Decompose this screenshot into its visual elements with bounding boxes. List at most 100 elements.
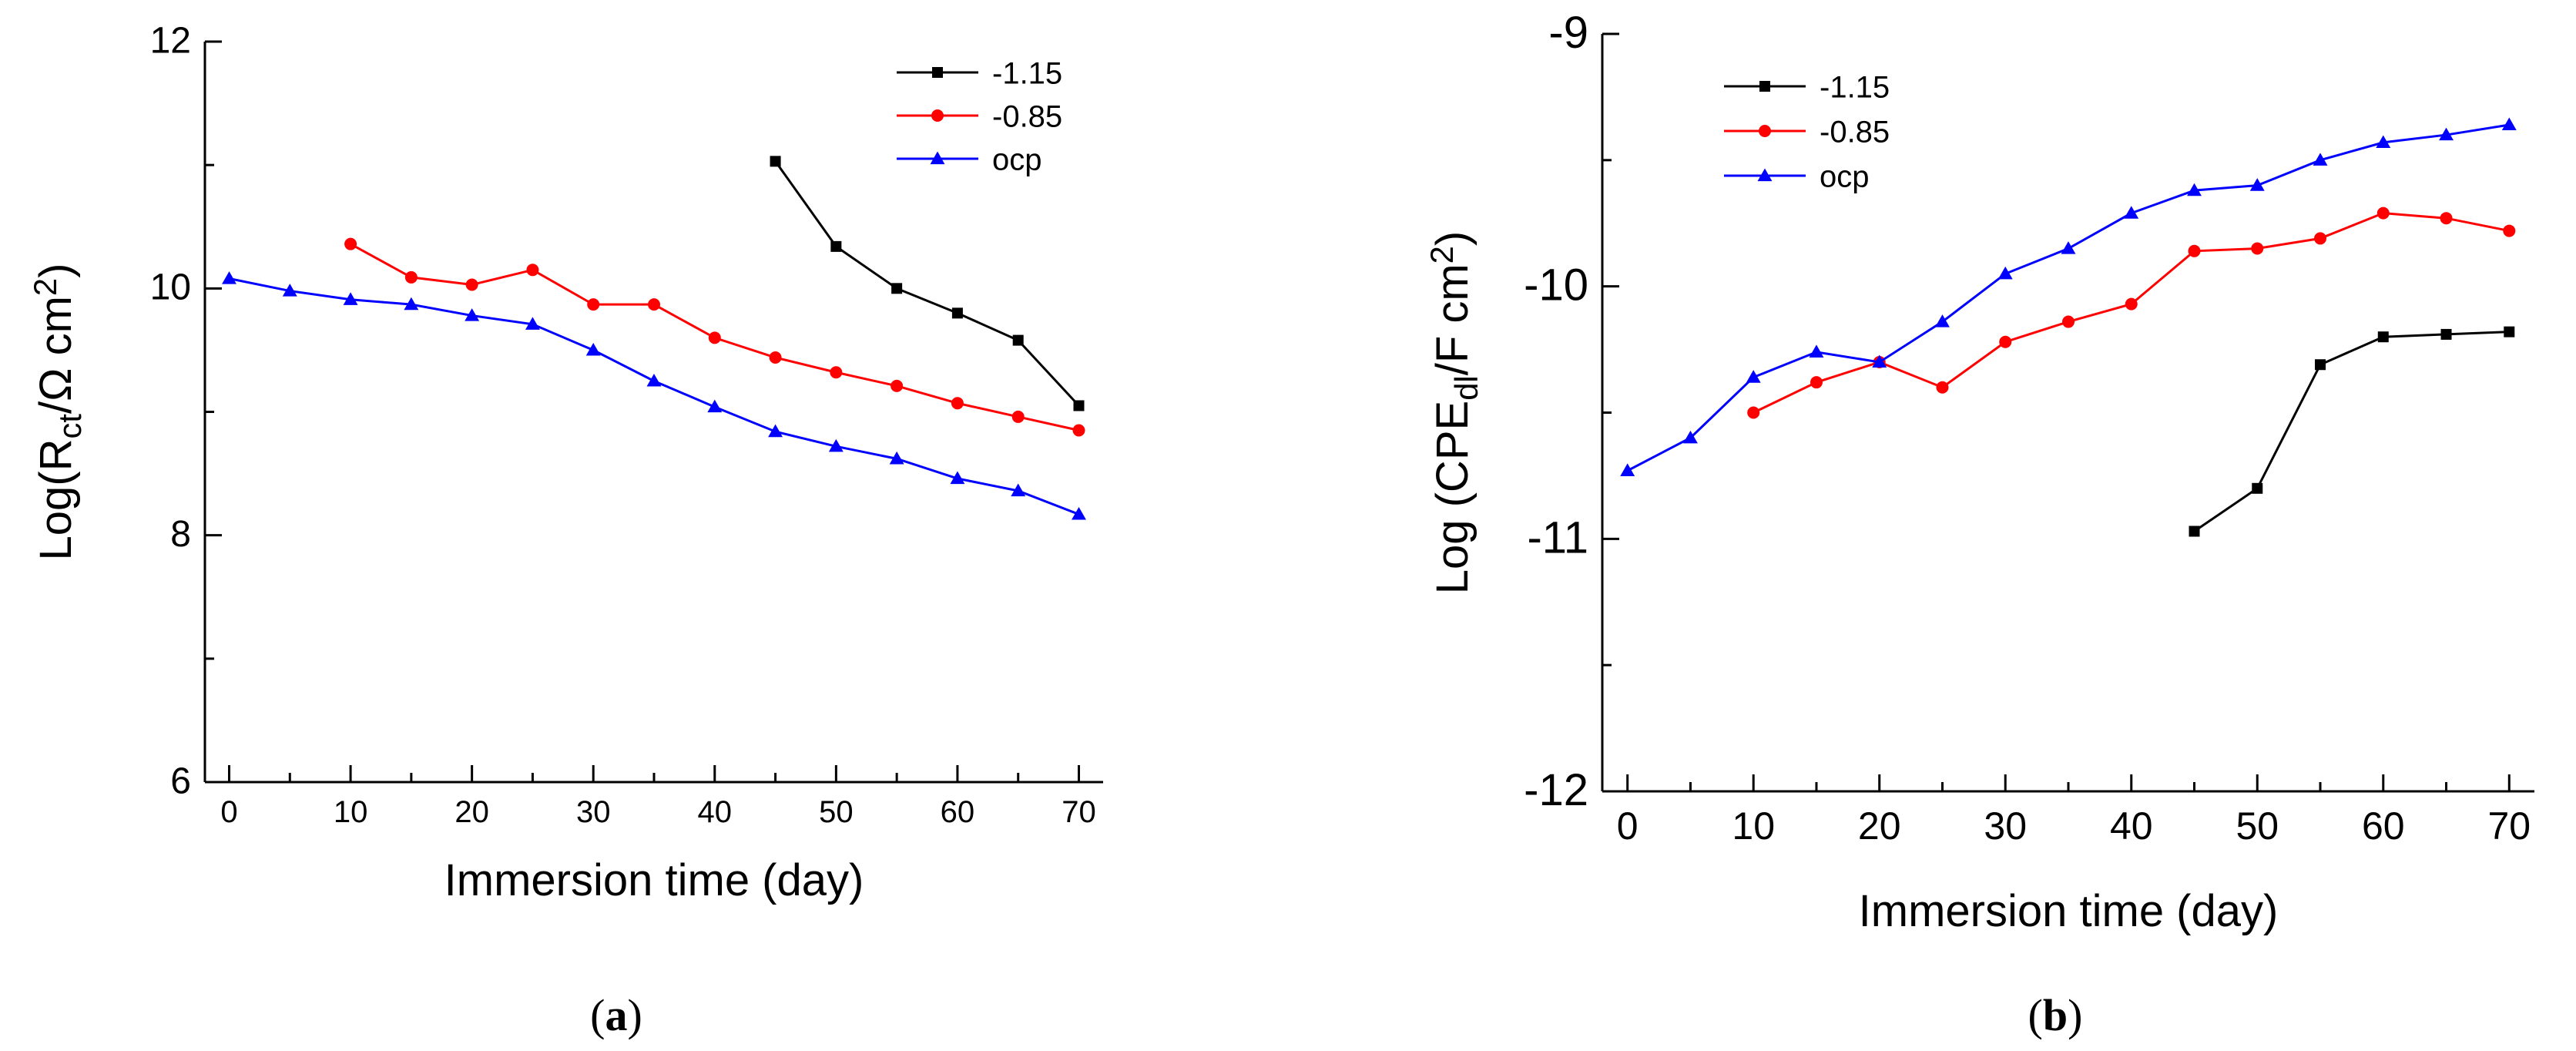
legend-label: -1.15 xyxy=(1820,70,1890,104)
data-point xyxy=(1746,370,1761,383)
x-tick-label: 40 xyxy=(698,795,733,829)
x-tick-label: 30 xyxy=(1984,804,2027,848)
data-point xyxy=(768,424,783,438)
data-point xyxy=(526,264,539,277)
y-axis-label: Log (CPEdl/F cm2) xyxy=(1424,231,1484,595)
y-tick-label: -10 xyxy=(1524,260,1588,311)
x-tick-label: 0 xyxy=(1617,804,1639,848)
data-point xyxy=(2187,183,2202,196)
series-line xyxy=(2193,331,2510,532)
legend-marker xyxy=(1759,125,1771,137)
legend-marker xyxy=(931,109,944,122)
x-tick-label: 60 xyxy=(941,795,975,829)
y-axis-label: Log(Rct/Ω cm2) xyxy=(27,264,87,561)
data-point xyxy=(2061,241,2076,254)
data-point xyxy=(707,399,723,413)
data-point xyxy=(525,317,540,330)
x-tick-label: 20 xyxy=(454,795,489,829)
y-tick-label: 12 xyxy=(150,20,191,61)
series-line xyxy=(1753,212,2510,414)
data-point xyxy=(769,351,782,364)
x-tick-label: 10 xyxy=(1732,804,1775,848)
data-point xyxy=(2249,178,2265,191)
legend-label: ocp xyxy=(1820,159,1870,193)
data-point xyxy=(2062,315,2075,328)
data-point xyxy=(1011,410,1025,423)
data-point xyxy=(828,438,844,452)
chart-panel-a: 0 10 20 30 40 50 60 70 6 8 10 12 -1.15 -0.85 ocp Immers… xyxy=(27,20,1103,1040)
legend-marker xyxy=(930,151,945,165)
data-point xyxy=(2439,127,2454,141)
legend-label: -0.85 xyxy=(992,99,1062,133)
data-point xyxy=(2251,242,2264,255)
y-tick-label: 8 xyxy=(170,514,191,555)
chart-panel-b: 0 10 20 30 40 50 60 70 -12 -11 -10 -9 -1.15 -0.85 ocp I… xyxy=(1424,8,2534,1040)
series--1.15 xyxy=(2189,326,2515,537)
legend-label: -1.15 xyxy=(992,56,1062,90)
data-point xyxy=(648,298,660,311)
data-point xyxy=(830,240,842,252)
data-point xyxy=(2376,207,2390,220)
legend-marker xyxy=(1759,81,1770,92)
legend-label: -0.85 xyxy=(1820,115,1890,149)
data-point xyxy=(770,156,781,167)
data-point xyxy=(2440,328,2452,340)
data-point xyxy=(1072,506,1086,520)
data-point xyxy=(282,284,297,297)
data-point xyxy=(1809,344,1824,358)
series--0.85 xyxy=(1747,207,2516,419)
data-point xyxy=(889,451,904,465)
series--1.15 xyxy=(770,156,1085,411)
data-point xyxy=(2504,326,2515,337)
data-point xyxy=(2440,212,2453,225)
data-point xyxy=(2376,135,2391,148)
x-tick-label: 20 xyxy=(1858,804,1901,848)
x-tick-label: 40 xyxy=(2110,804,2153,848)
data-point xyxy=(2315,359,2326,371)
data-point xyxy=(585,342,601,356)
x-tick-label: 30 xyxy=(576,795,611,829)
data-point xyxy=(344,237,357,250)
y-tick-label: 6 xyxy=(170,761,191,801)
panel-caption: (b) xyxy=(2028,990,2083,1040)
series--0.85 xyxy=(344,237,1085,437)
data-point xyxy=(2313,153,2328,166)
data-point xyxy=(404,297,419,311)
x-tick-label: 70 xyxy=(2487,804,2531,848)
data-point xyxy=(2503,224,2516,237)
legend-label: ocp xyxy=(992,143,1042,176)
data-point xyxy=(1620,463,1635,476)
data-point xyxy=(1747,406,1760,419)
data-point xyxy=(1997,266,2013,280)
legend: -1.15 -0.85 ocp xyxy=(897,56,1062,176)
data-point xyxy=(2501,117,2517,131)
data-point xyxy=(1073,400,1085,411)
data-point xyxy=(222,271,236,284)
data-point xyxy=(1935,314,1950,327)
data-point xyxy=(343,292,358,305)
data-point xyxy=(708,331,721,344)
data-point xyxy=(587,298,600,311)
legend-marker xyxy=(1757,168,1773,182)
x-tick-label: 60 xyxy=(2362,804,2405,848)
x-tick-label: 0 xyxy=(220,795,237,829)
panel-caption: (a) xyxy=(590,990,642,1040)
x-axis-label: Immersion time (day) xyxy=(444,855,864,905)
data-point xyxy=(2125,297,2138,311)
data-point xyxy=(465,308,480,321)
data-point xyxy=(951,397,964,410)
y-tick-label: -12 xyxy=(1524,765,1588,815)
data-point xyxy=(2124,206,2139,219)
series-ocp xyxy=(1620,117,2517,476)
y-tick-label: 10 xyxy=(150,267,191,308)
data-point xyxy=(891,379,904,392)
x-tick-label: 70 xyxy=(1062,795,1096,829)
y-tick-label: -11 xyxy=(1527,512,1588,562)
data-point xyxy=(950,471,965,485)
legend: -1.15 -0.85 ocp xyxy=(1724,70,1890,193)
x-axis-label: Immersion time (day) xyxy=(1859,886,2279,936)
data-point xyxy=(891,283,903,294)
data-point xyxy=(2188,244,2201,257)
y-tick-label: -9 xyxy=(1548,8,1588,58)
